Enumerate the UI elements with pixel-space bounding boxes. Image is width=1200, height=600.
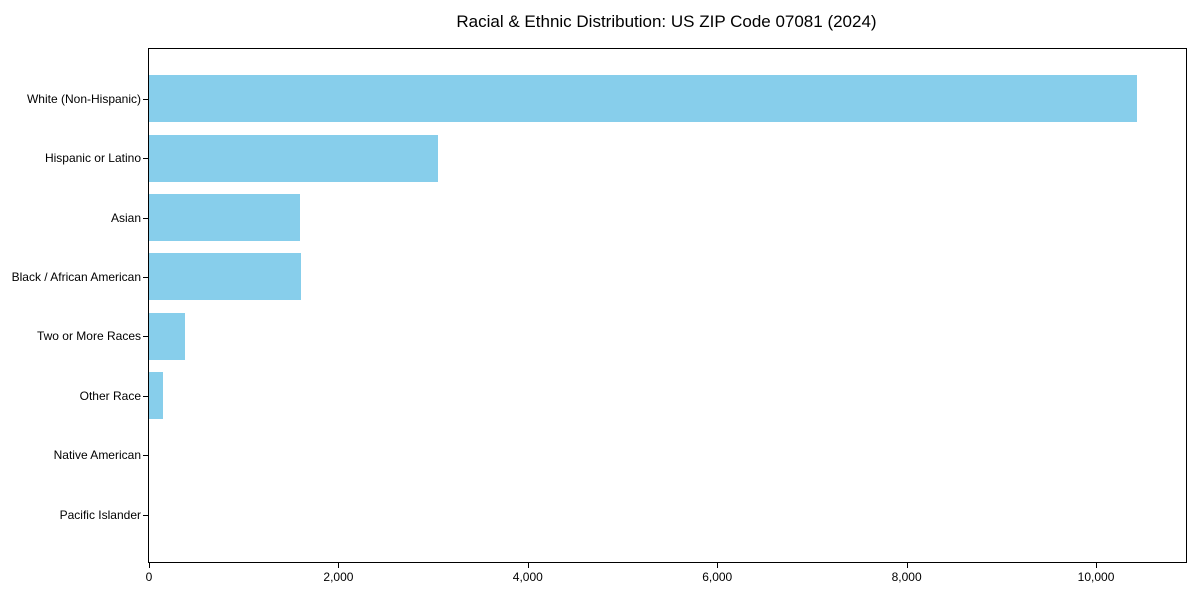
x-axis-tick-label: 2,000 — [323, 570, 354, 584]
y-axis-label: Other Race — [79, 388, 141, 403]
x-axis-tick-label: 0 — [145, 570, 153, 584]
y-tick — [143, 336, 148, 338]
y-tick — [143, 395, 148, 397]
y-tick — [143, 455, 148, 457]
bar-white-non-hispanic — [149, 75, 1137, 123]
x-tick — [1096, 563, 1098, 568]
y-tick — [143, 514, 148, 516]
x-axis-tick-label: 6,000 — [702, 570, 733, 584]
x-tick — [338, 563, 340, 568]
y-tick — [143, 217, 148, 219]
plot-area: White (Non-Hispanic) Hispanic or Latino As… — [12, 48, 1187, 584]
x-tick — [527, 563, 529, 568]
bar-two-or-more-races — [149, 312, 185, 360]
bar-other-race — [149, 372, 164, 420]
y-axis-label: Two or More Races — [36, 329, 141, 344]
y-tick — [143, 276, 148, 278]
y-tick — [143, 98, 148, 100]
bar-hispanic-or-latino — [149, 134, 438, 182]
y-tick — [143, 158, 148, 160]
y-axis-label: Asian — [110, 210, 141, 225]
y-axis-label: Black / African American — [11, 269, 141, 284]
y-axis-label: Hispanic or Latino — [44, 151, 141, 166]
y-axis-label: Native American — [53, 448, 141, 463]
x-tick — [717, 563, 719, 568]
x-tick — [149, 563, 150, 568]
x-axis-tick-label: 4,000 — [512, 570, 543, 584]
chart-title: Racial & Ethnic Distribution: US ZIP Cod… — [456, 12, 877, 31]
x-axis-tick-label: 10,000 — [1077, 570, 1115, 584]
bar-black-african-american — [149, 253, 301, 301]
bar-asian — [149, 194, 300, 241]
x-tick — [906, 563, 908, 568]
y-axis-label: Pacific Islander — [59, 507, 141, 522]
x-axis-tick-label: 8,000 — [891, 570, 922, 584]
y-axis-label: White (Non-Hispanic) — [26, 91, 141, 106]
